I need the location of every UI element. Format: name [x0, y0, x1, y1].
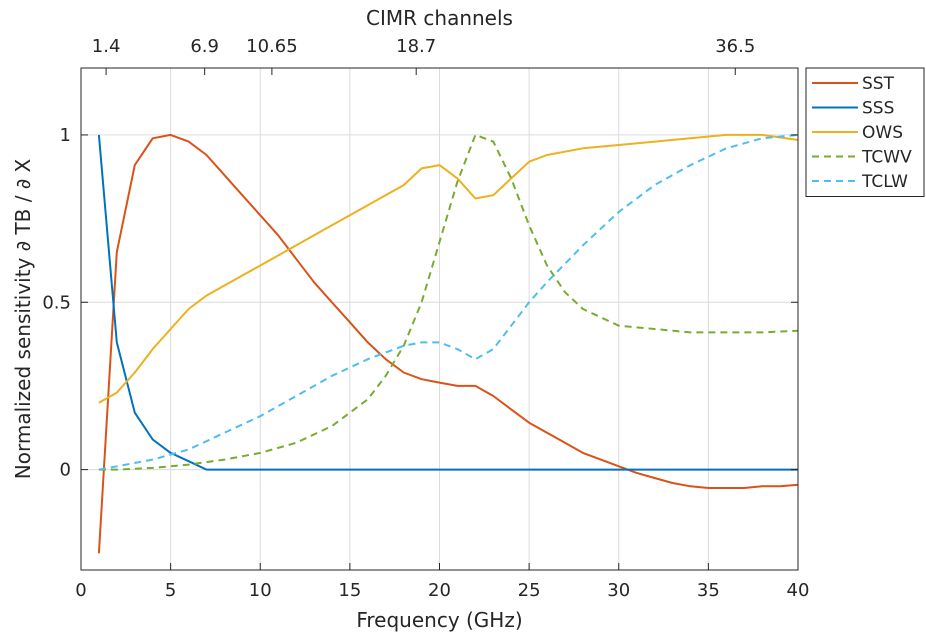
ticks: 0 5 10 15 20 25 30 35 40 0 0.5 1 1.4 6.9 10.65 18.7 36.5	[42, 36, 809, 601]
top-tick-label: 18.7	[396, 36, 436, 57]
top-tick-label: 6.9	[190, 36, 219, 57]
legend-label-ows: OWS	[862, 123, 903, 143]
x-axis-title: Frequency (GHz)	[356, 608, 522, 632]
series-line-ows	[98, 133, 799, 404]
x-tick-label: 40	[787, 580, 810, 601]
series-layer	[97, 133, 799, 554]
top-tick-label: 10.65	[246, 36, 298, 57]
y-tick-label: 1	[60, 125, 71, 146]
top-tick-label: 36.5	[715, 36, 755, 57]
y-tick-label: 0	[60, 460, 71, 481]
top-tick-label: 1.4	[92, 36, 121, 57]
y-tick-label: 0.5	[42, 292, 71, 313]
legend-label-tclw: TCLW	[861, 172, 908, 192]
legend-label-tcwv: TCWV	[861, 148, 912, 168]
series-line-sst	[97, 133, 799, 554]
x-tick-label: 0	[75, 580, 86, 601]
y-axis-title: Normalized sensitivity ∂ TB / ∂ X	[11, 158, 35, 479]
x-tick-label: 15	[338, 580, 361, 601]
x-tick-label: 25	[518, 580, 541, 601]
x-tick-label: 30	[607, 580, 630, 601]
chart-title: CIMR channels	[366, 6, 513, 30]
x-tick-label: 20	[428, 580, 451, 601]
series-line-tcwv	[98, 133, 799, 471]
legend-label-sss: SSS	[862, 99, 894, 119]
x-tick-label: 5	[165, 580, 176, 601]
series-line-tclw	[98, 133, 799, 471]
legend-label-sst: SST	[862, 74, 895, 94]
legend: SST SSS OWS TCWV TCLW	[805, 67, 925, 197]
series-line-sss	[97, 134, 798, 471]
x-tick-label: 35	[697, 580, 720, 601]
x-tick-label: 10	[249, 580, 272, 601]
